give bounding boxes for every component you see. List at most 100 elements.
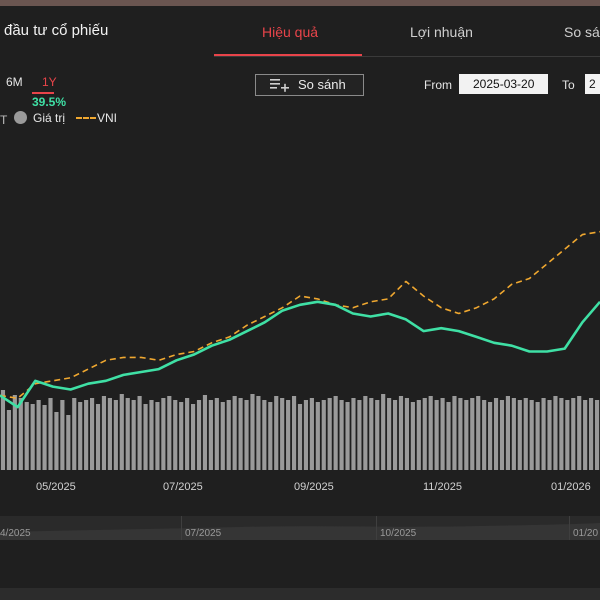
volume-bar [143,404,148,470]
volume-bar [351,398,356,470]
volume-bar [410,402,415,470]
volume-bar [125,398,130,470]
volume-bar [173,400,178,470]
volume-bar [488,402,493,470]
volume-bar [297,404,303,470]
volume-bar [387,398,392,470]
volume-bar [214,398,219,470]
volume-bar [357,400,362,470]
volume-bar [446,402,451,470]
to-date-input[interactable] [585,74,600,94]
compare-button[interactable]: So sánh [255,74,364,96]
volume-bar [30,404,35,470]
volume-bar [291,396,297,470]
navigator-tick-label: 01/20 [573,528,599,539]
range-1y-button[interactable]: 1Y [42,75,57,89]
navigator-tick-label: 4/2025 [0,528,31,539]
volume-bar [6,410,11,470]
volume-bar [363,396,368,470]
volume-bar [464,400,469,470]
navigator-area [0,523,600,540]
volume-bar [327,398,332,470]
volume-bar [505,396,510,470]
volume-bar [309,398,314,470]
volume-bar [72,398,77,470]
range-navigator[interactable] [0,516,600,540]
volume-bar [583,400,588,470]
page-title: đầu tư cổ phiếu [4,22,109,39]
volume-bar [458,398,463,470]
bottom-strip [0,588,600,600]
x-tick-label: 11/2025 [423,481,462,493]
volume-bar [369,398,374,470]
tab-loi-nhuan[interactable]: Lợi nhuận [410,24,473,40]
volume-bar [250,394,255,470]
volume-bar [60,400,65,470]
vni-legend-label[interactable]: VNI [97,111,118,125]
volume-bar [179,402,184,470]
volume-bar [594,400,600,470]
volume-bar [155,402,160,470]
volume-bar [131,400,136,470]
volume-bar [345,402,350,470]
x-tick-label: 01/2026 [551,481,591,493]
volume-bar [315,402,320,470]
volume-bar [90,398,95,470]
volume-bar [428,396,433,470]
tab-so-sanh[interactable]: So sá [564,24,600,40]
volume-bar [559,398,564,470]
volume-bar [161,398,166,470]
volume-bar [42,405,47,470]
navigator-separator [569,516,570,540]
navigator-separator [181,516,182,540]
volume-bar [333,396,338,470]
volume-bar [511,398,516,470]
window-top-strip [0,0,600,6]
value-legend-label[interactable]: Giá trị [33,111,66,125]
active-tab-underline [214,54,362,56]
range-active-underline [32,92,54,94]
volume-bar [577,396,582,470]
volume-bar [422,398,427,470]
volume-bar [66,415,71,470]
navigator-tick-label: 10/2025 [380,528,417,539]
tabs-divider [214,56,600,57]
navigator-tick-label: 07/2025 [185,528,222,539]
volume-bar [535,402,540,470]
tab-hieu-qua[interactable]: Hiệu quả [262,24,319,40]
value-legend-dot-icon [14,111,27,124]
volume-bar [0,390,6,470]
vni-series-line [0,230,600,400]
volume-bar [523,398,528,470]
volume-bar [565,400,570,470]
volume-bar [256,396,261,470]
volume-bar [244,400,249,470]
volume-bar [48,398,53,470]
performance-chart[interactable] [0,150,600,475]
volume-bar [54,412,59,470]
volume-bar [404,398,410,470]
from-date-input[interactable] [459,74,548,94]
volume-bar [381,394,386,470]
volume-bar [107,398,112,470]
from-label: From [424,78,452,92]
volume-bar [262,400,267,470]
vni-legend-dash-icon [76,117,96,119]
volume-bar [196,400,202,470]
volume-bar [101,396,107,470]
volume-bar [36,400,41,470]
x-tick-label: 07/2025 [163,481,203,493]
volume-bar [482,400,487,470]
range-6m-button[interactable]: 6M [6,75,23,89]
volume-bar [547,400,552,470]
volume-bar [553,396,558,470]
volume-bar [499,400,505,470]
volume-bar [493,398,499,470]
volume-bar [95,404,101,470]
volume-bar [185,398,190,470]
volume-bar [470,398,475,470]
volume-bar [571,398,576,470]
volume-bar [202,395,208,470]
volume-bar [226,400,231,470]
volume-bar [238,398,243,470]
